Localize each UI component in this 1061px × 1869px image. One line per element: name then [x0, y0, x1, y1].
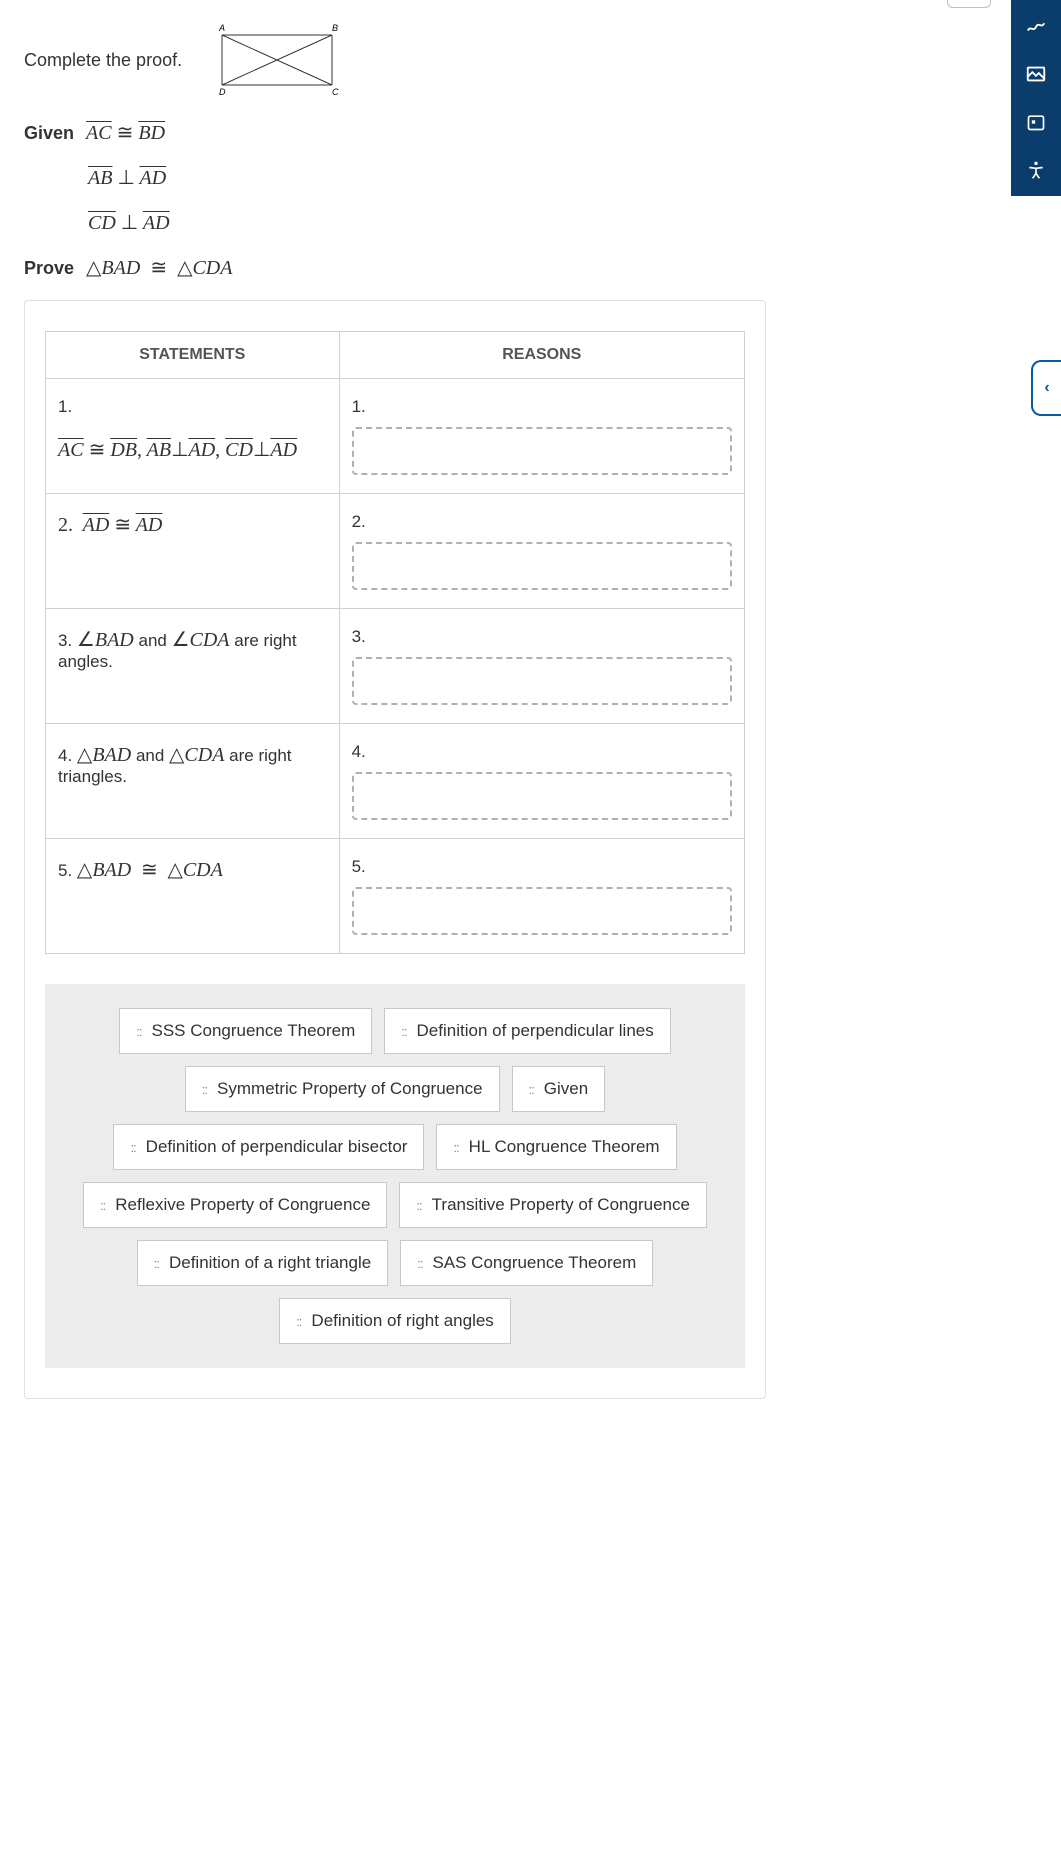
- answer-bank: ::SSS Congruence Theorem ::Definition of…: [45, 984, 745, 1368]
- instruction-text: Complete the proof.: [24, 50, 182, 71]
- svg-text:C: C: [332, 87, 339, 97]
- side-toolbar: [1011, 0, 1061, 196]
- answer-tile[interactable]: ::SAS Congruence Theorem: [400, 1240, 653, 1286]
- answer-tile[interactable]: ::Given: [512, 1066, 606, 1112]
- svg-text:D: D: [219, 87, 226, 97]
- calendar-icon[interactable]: [1024, 110, 1048, 134]
- reason-drop-1[interactable]: [352, 427, 732, 475]
- given-label: Given: [24, 123, 74, 144]
- statement-3: 3. ∠BAD and ∠CDA are right angles.: [58, 627, 327, 672]
- given-3: CD ⊥ AD: [88, 210, 170, 235]
- answer-tile[interactable]: ::Definition of right angles: [279, 1298, 511, 1344]
- answer-tile[interactable]: ::Reflexive Property of Congruence: [83, 1182, 387, 1228]
- answer-tile[interactable]: ::Transitive Property of Congruence: [399, 1182, 707, 1228]
- svg-text:B: B: [332, 23, 338, 33]
- table-row: 1. AC ≅ DB, AB⊥AD, CD⊥AD 1.: [46, 379, 745, 494]
- statement-4: 4. △BAD and △CDA are right triangles.: [58, 742, 327, 787]
- proof-container: STATEMENTS REASONS 1. AC ≅ DB, AB⊥AD, CD…: [24, 300, 766, 1399]
- answer-tile[interactable]: ::Symmetric Property of Congruence: [185, 1066, 500, 1112]
- reason-drop-4[interactable]: [352, 772, 732, 820]
- grip-icon: ::: [417, 1256, 422, 1271]
- proof-diagram: A B C D: [212, 20, 342, 100]
- screenshot-icon[interactable]: [1024, 62, 1048, 86]
- grip-icon: ::: [100, 1198, 105, 1213]
- grip-icon: ::: [416, 1198, 421, 1213]
- statement-5: 5. △BAD ≅ △CDA: [58, 857, 327, 882]
- accessibility-icon[interactable]: [1024, 158, 1048, 182]
- reason-drop-5[interactable]: [352, 887, 732, 935]
- table-row: 3. ∠BAD and ∠CDA are right angles. 3.: [46, 609, 745, 724]
- given-1: AC ≅ BD: [86, 120, 165, 145]
- answer-tile[interactable]: ::HL Congruence Theorem: [436, 1124, 676, 1170]
- grip-icon: ::: [130, 1140, 135, 1155]
- reason-drop-2[interactable]: [352, 542, 732, 590]
- statement-2: 2. AD ≅ AD: [58, 512, 327, 537]
- grip-icon: ::: [401, 1024, 406, 1039]
- prove-line: Prove △BAD ≅ △CDA: [24, 255, 766, 280]
- sound-toggle-button[interactable]: [947, 0, 991, 8]
- given-2: AB ⊥ AD: [88, 165, 166, 190]
- grip-icon: ::: [154, 1256, 159, 1271]
- prove-label: Prove: [24, 258, 74, 279]
- collapse-panel-button[interactable]: ‹: [1031, 360, 1061, 416]
- reason-drop-3[interactable]: [352, 657, 732, 705]
- prove-statement: △BAD ≅ △CDA: [86, 255, 232, 280]
- given-section: Given AC ≅ BD AB ⊥ AD CD ⊥ AD: [24, 120, 766, 235]
- problem-header: Complete the proof. A B C D: [24, 20, 766, 100]
- grip-icon: ::: [136, 1024, 141, 1039]
- proof-table: STATEMENTS REASONS 1. AC ≅ DB, AB⊥AD, CD…: [45, 331, 745, 954]
- answer-tile[interactable]: ::Definition of perpendicular bisector: [113, 1124, 424, 1170]
- chevron-left-icon: ‹: [1044, 379, 1049, 397]
- table-row: 4. △BAD and △CDA are right triangles. 4.: [46, 724, 745, 839]
- grip-icon: ::: [296, 1314, 301, 1329]
- svg-text:A: A: [218, 23, 225, 33]
- grip-icon: ::: [453, 1140, 458, 1155]
- grip-icon: ::: [202, 1082, 207, 1097]
- scribble-icon[interactable]: [1024, 14, 1048, 38]
- table-row: 5. △BAD ≅ △CDA 5.: [46, 839, 745, 954]
- answer-tile[interactable]: ::SSS Congruence Theorem: [119, 1008, 372, 1054]
- statements-header: STATEMENTS: [46, 332, 340, 379]
- reasons-header: REASONS: [339, 332, 744, 379]
- main-content: Complete the proof. A B C D Given AC ≅ B…: [0, 0, 790, 1419]
- statement-1: AC ≅ DB, AB⊥AD, CD⊥AD: [58, 437, 327, 462]
- answer-tile[interactable]: ::Definition of a right triangle: [137, 1240, 388, 1286]
- table-row: 2. AD ≅ AD 2.: [46, 494, 745, 609]
- grip-icon: ::: [529, 1082, 534, 1097]
- answer-tile[interactable]: ::Definition of perpendicular lines: [384, 1008, 670, 1054]
